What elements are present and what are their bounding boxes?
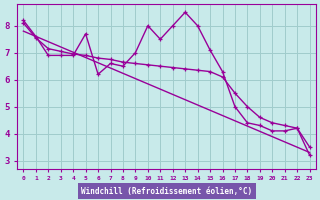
X-axis label: Windchill (Refroidissement éolien,°C): Windchill (Refroidissement éolien,°C) [81, 187, 252, 196]
